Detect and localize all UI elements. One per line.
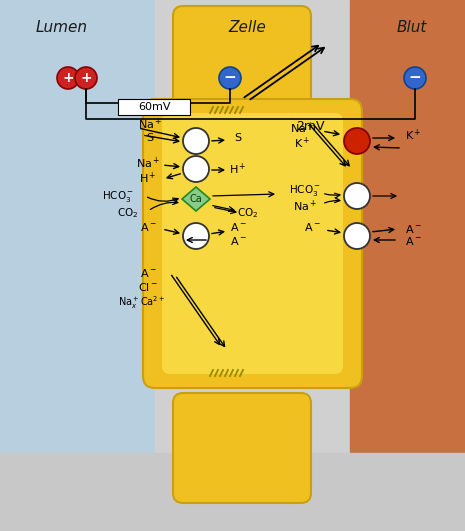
Text: H$^+$: H$^+$ (139, 170, 157, 186)
Text: S: S (146, 133, 153, 143)
Text: Na$^+$: Na$^+$ (290, 121, 314, 135)
FancyBboxPatch shape (173, 6, 311, 126)
Text: Lumen: Lumen (36, 21, 88, 36)
Bar (118, 99, 190, 115)
Text: Ca: Ca (190, 194, 202, 204)
Text: CO$_2$: CO$_2$ (117, 206, 139, 220)
Circle shape (75, 67, 97, 89)
Text: A$^-$: A$^-$ (304, 221, 320, 233)
Circle shape (404, 67, 426, 89)
Text: Zelle: Zelle (228, 21, 266, 36)
Text: S: S (234, 133, 241, 143)
Text: A$^-$: A$^-$ (140, 221, 156, 233)
Circle shape (344, 128, 370, 154)
Text: A$^-$: A$^-$ (140, 267, 156, 279)
Text: −: − (224, 71, 236, 85)
Text: K$^+$: K$^+$ (294, 135, 310, 151)
Text: Na$^+$: Na$^+$ (136, 156, 160, 170)
Circle shape (57, 67, 79, 89)
Text: Cl$^-$: Cl$^-$ (138, 281, 158, 293)
Text: +: + (62, 71, 74, 85)
Text: 2mV: 2mV (296, 121, 324, 133)
Text: −: − (409, 71, 421, 85)
Text: HCO$_3^-$: HCO$_3^-$ (289, 184, 321, 199)
Text: A$^-$: A$^-$ (230, 235, 246, 247)
Bar (350, 0, 465, 531)
Text: Blut: Blut (397, 21, 427, 36)
Text: 60mV: 60mV (138, 102, 170, 112)
FancyBboxPatch shape (173, 393, 311, 503)
Text: A$^-$: A$^-$ (405, 223, 421, 235)
Circle shape (183, 128, 209, 154)
Text: H$^+$: H$^+$ (229, 161, 247, 177)
Circle shape (183, 223, 209, 249)
Text: A$^-$: A$^-$ (230, 221, 246, 233)
Circle shape (344, 183, 370, 209)
FancyBboxPatch shape (143, 99, 362, 388)
Text: A$^-$: A$^-$ (405, 235, 421, 247)
Circle shape (219, 67, 241, 89)
FancyBboxPatch shape (162, 113, 343, 374)
Bar (0, 453, 465, 531)
Text: CO$_2$: CO$_2$ (237, 206, 259, 220)
Text: HCO$_3^-$: HCO$_3^-$ (102, 189, 134, 203)
Text: Na$^+$: Na$^+$ (138, 116, 162, 132)
Circle shape (344, 223, 370, 249)
Text: Na$_x^+$Ca$^{2+}$: Na$_x^+$Ca$^{2+}$ (118, 295, 166, 311)
Circle shape (183, 156, 209, 182)
Bar (155, 0, 350, 531)
Polygon shape (182, 187, 210, 211)
Text: +: + (80, 71, 92, 85)
Text: K$^+$: K$^+$ (405, 127, 421, 143)
Text: Na$^+$: Na$^+$ (293, 199, 317, 213)
